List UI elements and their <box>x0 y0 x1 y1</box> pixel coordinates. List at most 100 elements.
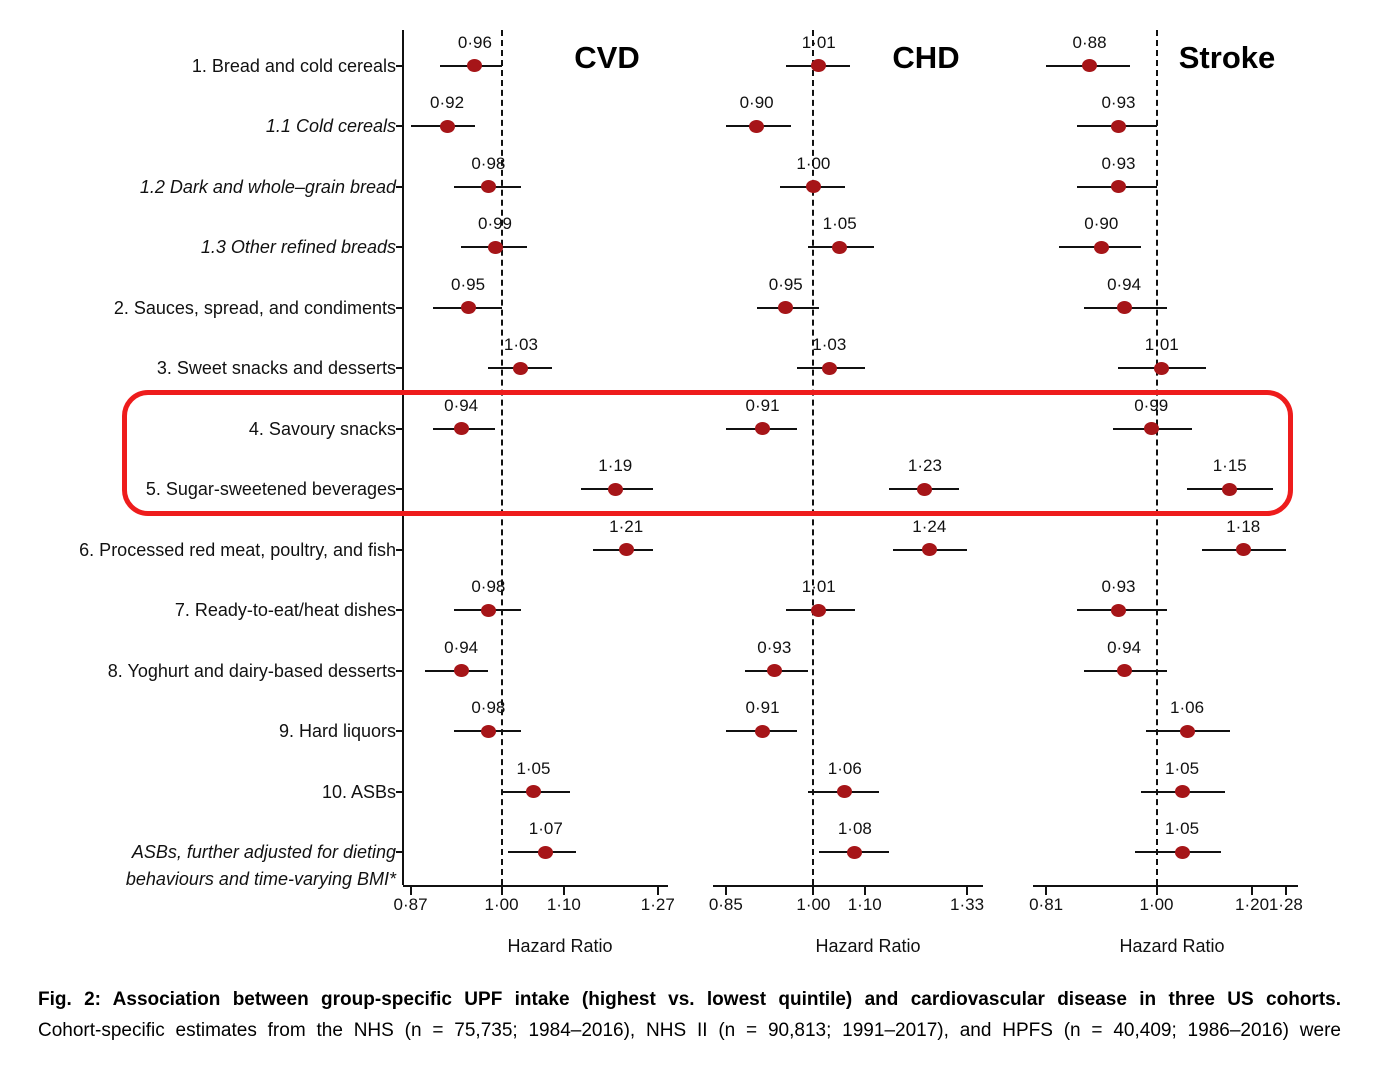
value-label: 1·05 <box>516 758 551 778</box>
category-axis-tick <box>396 64 403 67</box>
value-label: 0·91 <box>745 395 780 415</box>
value-label: 0·94 <box>1107 637 1142 657</box>
x-axis <box>713 885 983 887</box>
x-tick-label: 1·10 <box>546 895 581 914</box>
point-marker <box>513 361 529 375</box>
value-label: 1·03 <box>812 335 847 354</box>
point-marker <box>487 240 503 254</box>
category-axis-tick <box>396 367 403 369</box>
x-axis-tick <box>500 887 503 895</box>
point-marker <box>1179 724 1195 738</box>
value-label: 1·01 <box>1144 335 1179 354</box>
x-axis-tick <box>966 887 969 895</box>
x-axis-tick <box>724 887 727 895</box>
point-marker <box>453 664 469 677</box>
category-label: 5. Sugar-sweetened beverages <box>145 479 396 499</box>
value-label: 0·99 <box>1134 395 1169 415</box>
value-label: 0·88 <box>1072 32 1107 52</box>
point-marker <box>439 119 455 133</box>
reference-line <box>812 30 815 885</box>
point-marker <box>1222 482 1238 496</box>
x-tick-label: 1·00 <box>796 895 831 914</box>
x-tick-label: 1·10 <box>847 895 882 914</box>
category-label: 6. Processed red meat, poultry, and fish <box>79 539 396 560</box>
value-label: 0·93 <box>1101 153 1136 173</box>
point-marker <box>778 301 794 314</box>
value-label: 0·95 <box>451 274 486 294</box>
point-marker <box>1174 845 1190 859</box>
value-label: 0·95 <box>768 274 803 294</box>
category-axis-tick <box>396 427 403 430</box>
category-label: ASBs, further adjusted for dieting behavi… <box>125 842 396 889</box>
x-axis-tick <box>1155 887 1158 895</box>
category-label: 2. Sauces, spread, and condiments <box>113 297 396 318</box>
point-marker <box>805 180 821 193</box>
panel-title-chd: CHD <box>892 40 960 75</box>
category-axis-tick <box>396 125 403 127</box>
figure-caption: Fig. 2: Association between group-specif… <box>38 984 1341 1046</box>
value-label: 1·03 <box>503 335 538 354</box>
point-marker <box>1082 59 1098 72</box>
value-label: 1·05 <box>1165 758 1200 778</box>
value-label: 0·93 <box>757 637 792 657</box>
x-axis-tick <box>812 887 815 895</box>
value-label: 1·01 <box>801 32 836 52</box>
point-marker <box>755 422 771 435</box>
point-marker <box>1235 543 1251 556</box>
point-marker <box>811 59 827 72</box>
category-axis <box>402 30 404 885</box>
value-label: 1·18 <box>1226 516 1261 536</box>
value-label: 1·19 <box>598 456 633 475</box>
point-marker <box>755 724 771 738</box>
category-axis-tick <box>396 730 403 732</box>
point-marker <box>847 845 863 859</box>
x-tick-label: 1·33 <box>950 895 985 914</box>
category-axis-tick <box>396 669 403 672</box>
category-axis-tick <box>396 488 403 490</box>
category-label: 1.3 Other refined breads <box>200 237 396 257</box>
value-label: 1·01 <box>801 577 836 596</box>
value-label: 0·98 <box>471 698 506 717</box>
value-label: 0·98 <box>471 577 506 596</box>
point-marker <box>821 361 837 375</box>
x-axis-tick <box>1045 887 1048 895</box>
value-label: 1·21 <box>609 516 644 536</box>
value-label: 0·99 <box>477 214 513 233</box>
category-label: 4. Savoury snacks <box>248 418 396 439</box>
value-label: 0·96 <box>457 32 492 52</box>
category-label: 9. Hard liquors <box>278 721 396 741</box>
x-axis-tick <box>656 887 659 895</box>
value-label: 1·06 <box>827 758 862 778</box>
panel-title-cvd: CVD <box>574 40 640 75</box>
point-marker <box>1154 361 1170 375</box>
x-axis-tick <box>562 887 565 895</box>
point-marker <box>749 119 765 133</box>
point-marker <box>1110 603 1126 617</box>
point-marker <box>480 180 496 193</box>
category-label: 8. Yoghurt and dairy-based desserts <box>107 660 396 681</box>
point-marker <box>1143 422 1159 435</box>
x-tick-label: 1·27 <box>640 895 675 914</box>
point-marker <box>1110 119 1126 133</box>
x-axis-title: Hazard Ratio <box>815 936 921 956</box>
figure-caption-title: Fig. 2: Association between group-specif… <box>38 989 1341 1010</box>
x-tick-label: 1·28 <box>1268 895 1303 914</box>
value-label: 0·94 <box>1107 274 1142 294</box>
category-label: 10. ASBs <box>321 781 396 802</box>
panel-title-stroke: Stroke <box>1178 40 1276 75</box>
value-label: 1·00 <box>796 153 831 173</box>
x-axis-tick <box>1284 887 1287 895</box>
point-marker <box>1093 240 1109 254</box>
value-label: 1·05 <box>1165 819 1200 838</box>
value-label: 0·93 <box>1101 93 1136 112</box>
x-tick-label: 0·87 <box>393 895 428 914</box>
value-label: 1·08 <box>837 819 872 838</box>
category-label: 1.2 Dark and whole–grain bread <box>139 176 396 197</box>
value-label: 1·05 <box>822 214 857 233</box>
value-label: 1·07 <box>528 819 563 838</box>
point-marker <box>538 845 554 859</box>
value-label: 0·98 <box>471 153 506 173</box>
point-marker <box>480 724 496 738</box>
value-label: 1·06 <box>1170 698 1205 717</box>
